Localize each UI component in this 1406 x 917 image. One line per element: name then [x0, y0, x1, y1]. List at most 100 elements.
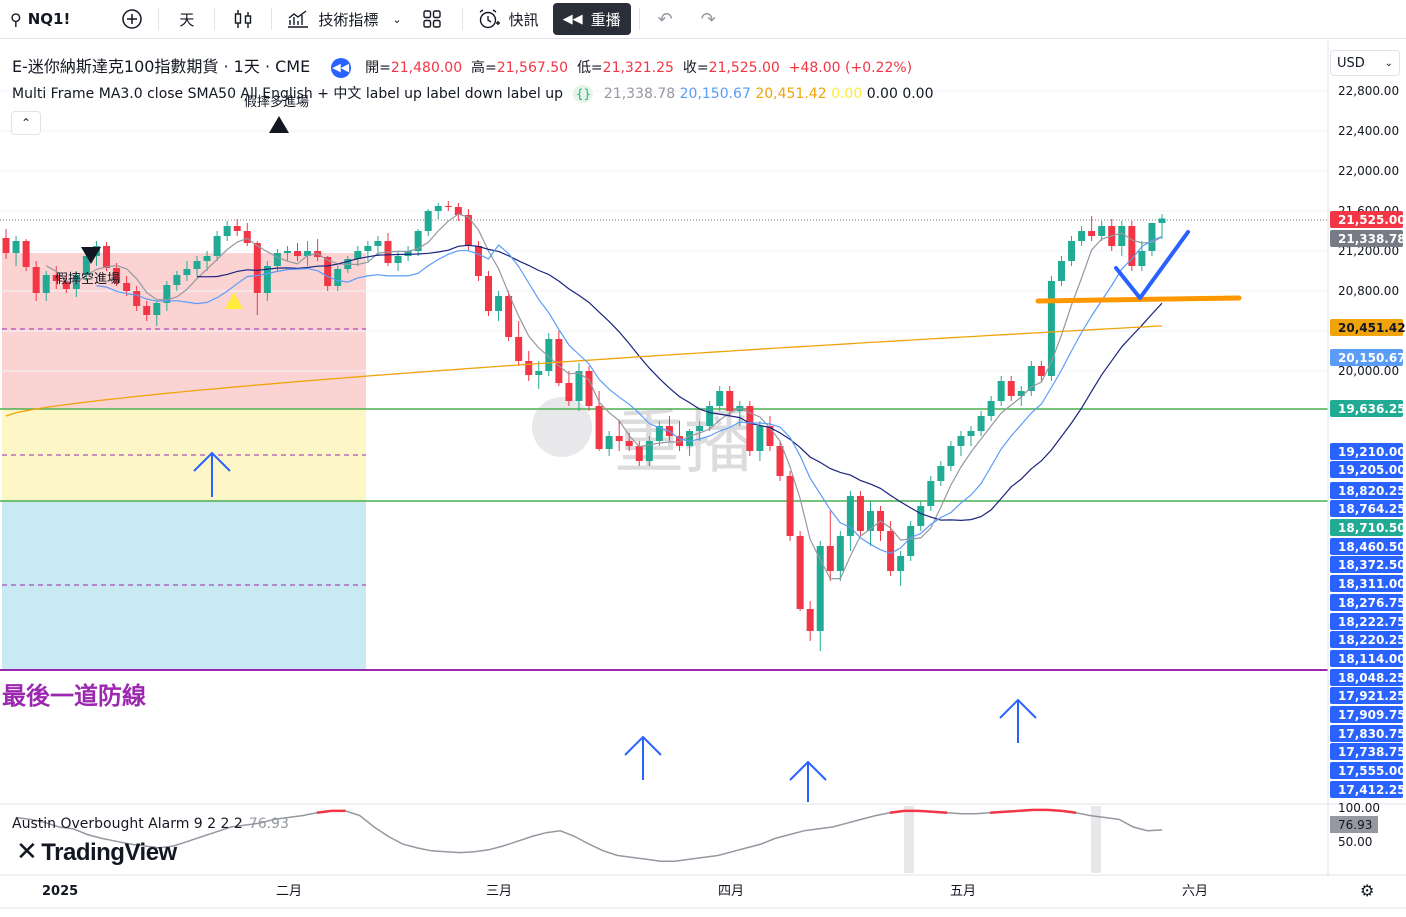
settings-icon[interactable]: ⚙ [1360, 881, 1375, 900]
oscillator-legend: Austin Overbought Alarm 9 2 2 2 76.93 [12, 816, 289, 832]
up-arrow-head [624, 735, 662, 756]
candle-body [273, 253, 281, 266]
indicators-label: 技術指標 [318, 10, 379, 29]
main-legend: E-迷你納斯達克100指數期貨 · 1天 · CME ◀◀ 開=21,480.0… [12, 53, 912, 78]
alert-button[interactable]: 快訊 [467, 0, 549, 38]
chevron-down-icon: ⌄ [1384, 58, 1393, 69]
candle-body [756, 426, 764, 451]
false-long-label: 假摔多進場 [244, 94, 309, 110]
indicator-name[interactable]: Multi Frame MA3.0 close SMA50 All Englis… [12, 86, 563, 102]
candle-body [183, 269, 191, 275]
indicator-value-2: 20,150.67 [679, 86, 751, 102]
alert-label: 快訊 [508, 10, 539, 29]
price-label-badge [1330, 687, 1403, 704]
indicator-value-6: 0.00 [902, 86, 934, 102]
chart-type-button[interactable] [219, 0, 267, 38]
candle-body [796, 536, 804, 609]
candle-body [424, 211, 432, 231]
candle-body [263, 266, 271, 293]
indicators-button[interactable]: 技術指標 [276, 0, 388, 38]
watermark-text: 重播 [614, 401, 754, 483]
interval-label: 天 [179, 10, 195, 29]
plus-circle-icon [122, 9, 143, 29]
currency-selector[interactable]: USD ⌄ [1330, 50, 1400, 76]
price-label-badge [1330, 706, 1403, 723]
candle-body [585, 371, 593, 406]
candle-body [655, 426, 663, 441]
candle-body [696, 426, 704, 431]
oscillator-tick-label: 100.00 [1338, 801, 1380, 815]
interval-button[interactable]: 天 [163, 0, 210, 38]
candle-body [977, 416, 985, 431]
up-arrow-head [789, 760, 827, 781]
price-label-text: 18,710.50 [1338, 521, 1406, 535]
search-icon: ⚲ [10, 9, 22, 29]
overbought-segment [316, 809, 332, 814]
candle-body [2, 238, 10, 253]
indicator-value-3: 20,451.42 [755, 86, 827, 102]
layout-button[interactable] [406, 0, 458, 38]
candle-body [223, 226, 231, 236]
candle-body [495, 296, 503, 311]
toolbar-divider [638, 8, 640, 30]
candles-icon [235, 10, 252, 28]
price-label-text: 18,276.75 [1338, 596, 1406, 610]
candle-body [535, 371, 543, 375]
candle-body [213, 236, 221, 256]
price-label-text: 19,210.00 [1338, 445, 1406, 459]
oscillator-name[interactable]: Austin Overbought Alarm 9 2 2 2 [12, 816, 243, 832]
overbought-segment [1061, 809, 1077, 814]
price-label-badge [1330, 349, 1403, 366]
overbought-segment [1018, 808, 1034, 813]
price-label-badge [1330, 762, 1403, 779]
candle-body [1078, 231, 1086, 241]
compare-button[interactable] [110, 0, 154, 38]
price-label-badge [1330, 725, 1403, 742]
time-axis-label: 六月 [1182, 884, 1208, 899]
price-label-text: 18,460.50 [1338, 540, 1406, 554]
candle-body [414, 231, 422, 251]
candle-body [464, 215, 472, 246]
price-label-text: 17,909.75 [1338, 708, 1406, 722]
high-label: 高= [471, 60, 497, 76]
undo-button[interactable]: ↶ [644, 0, 687, 38]
price-label-badge [1330, 781, 1403, 798]
toolbar-divider [214, 8, 216, 30]
candle-body [354, 251, 362, 259]
redo-icon: ↷ [700, 8, 716, 30]
candle-body [404, 251, 412, 256]
candle-body [505, 296, 513, 337]
replay-button[interactable]: ◀◀ 重播 [549, 0, 635, 38]
price-label-badge [1330, 613, 1403, 630]
oscillator-bar [904, 806, 914, 873]
candle-body [1007, 381, 1015, 396]
price-tick-label: 21,200.00 [1338, 244, 1399, 258]
candle-body [937, 466, 945, 481]
candle-body [374, 241, 382, 246]
symbol-search[interactable]: ⚲ NQ1! [0, 0, 80, 38]
redo-button[interactable]: ↷ [687, 0, 730, 38]
oscillator-bar [1091, 806, 1101, 873]
price-tick-label: 22,400.00 [1338, 124, 1399, 138]
price-label-badge [1330, 594, 1403, 611]
symbol-title[interactable]: E-迷你納斯達克100指數期貨 · 1天 · CME [12, 57, 311, 76]
close-value: 21,525.00 [708, 60, 780, 76]
candle-body [826, 546, 834, 571]
collapse-legend-button[interactable]: ⌃ [11, 111, 41, 135]
candle-body [1017, 391, 1025, 396]
yellow-signal-triangle [225, 292, 243, 309]
indicators-dropdown[interactable]: ⌄ [388, 0, 405, 38]
candle-body [635, 446, 643, 461]
candle-body [1098, 226, 1106, 236]
change-value: +48.00 (+0.22%) [788, 60, 913, 76]
candle-body [304, 251, 312, 256]
price-label-badge [1330, 575, 1403, 592]
time-axis-label: 三月 [486, 884, 512, 899]
tradingview-logo[interactable]: ✕ TradingView [16, 836, 177, 867]
open-value: 21,480.00 [390, 60, 463, 76]
overbought-segment [1047, 808, 1062, 813]
toolbar-divider [158, 8, 160, 30]
source-code-icon[interactable]: {} [573, 85, 594, 103]
replay-badge-icon[interactable]: ◀◀ [330, 58, 351, 78]
